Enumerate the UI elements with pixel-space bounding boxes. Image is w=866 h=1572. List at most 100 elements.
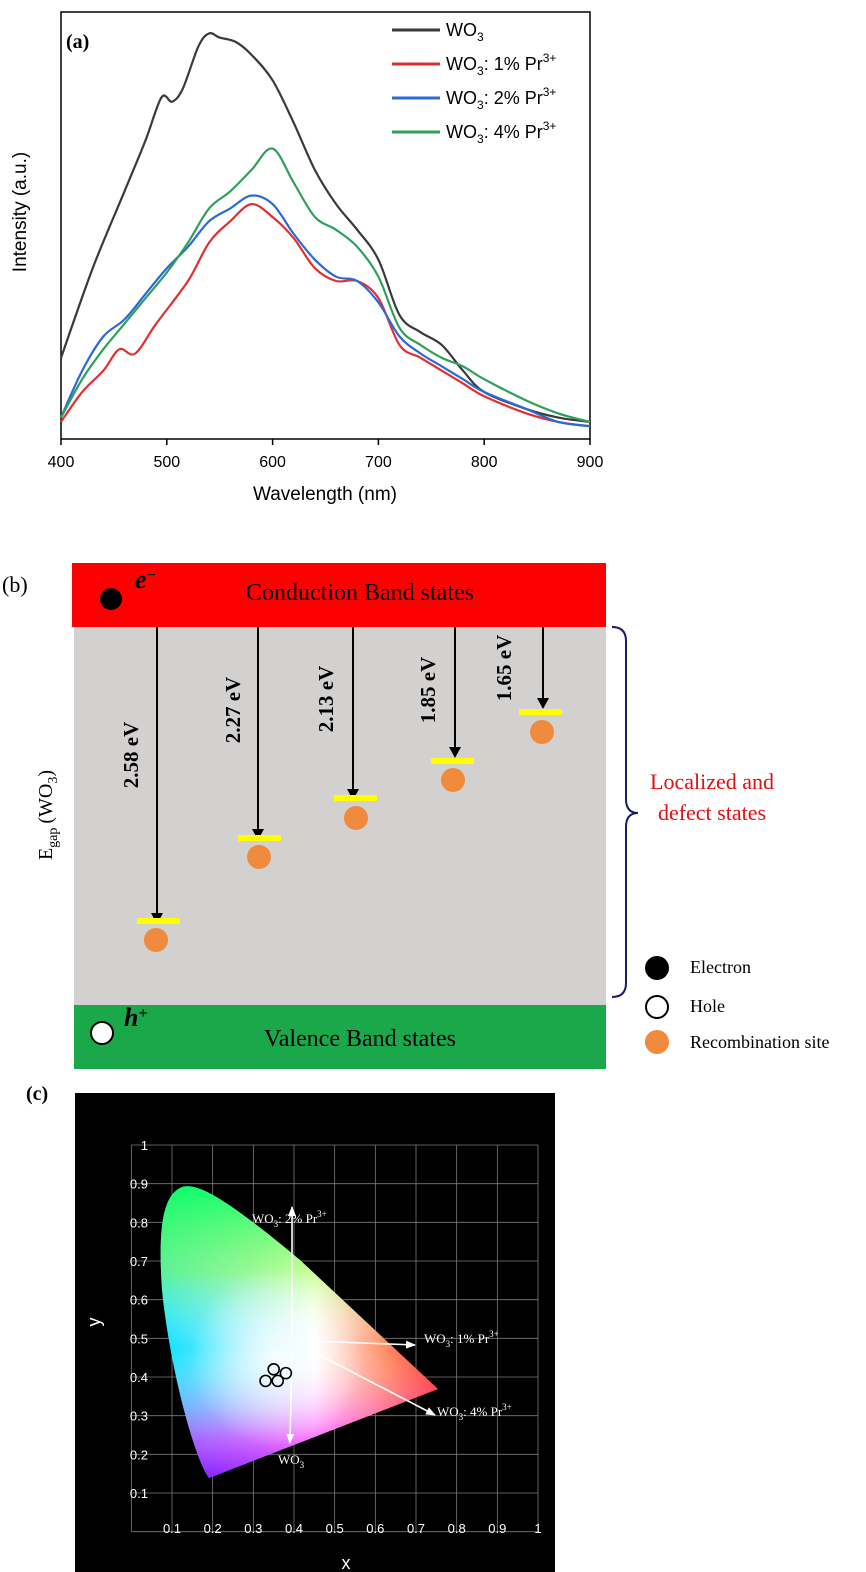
- series-line-4: [60, 147, 591, 423]
- transition-2: 2.27 eV: [221, 627, 281, 869]
- hole-dot: [90, 1021, 114, 1045]
- cie-point-3: [259, 1374, 272, 1388]
- series-line-3: [59, 194, 591, 428]
- transition-energy-3: 2.13 eV: [314, 666, 338, 733]
- annotation-4pct: WO3: 4% Pr3+: [437, 1402, 512, 1422]
- cie-x-tick-label: 0.6: [366, 1521, 384, 1536]
- arrow-1pct: [309, 1340, 416, 1349]
- transition-1: 2.58 eV: [119, 627, 180, 952]
- cie-x-tick-label: 0.2: [204, 1521, 222, 1536]
- annotation-arrows: [286, 1206, 436, 1444]
- arrow-wo3: [286, 1351, 295, 1444]
- panel-a-label: (a): [66, 31, 89, 53]
- cie-y-tick-label: 0.4: [130, 1370, 148, 1385]
- defect-level-5: [519, 709, 562, 715]
- arrow-4pct: [305, 1347, 436, 1416]
- defect-level-2: [238, 835, 281, 841]
- cie-point-4: [271, 1374, 285, 1388]
- legend-electron-marker: [645, 956, 669, 980]
- conduction-band-label: Conduction Band states: [246, 580, 474, 606]
- plot-frame: [60, 11, 591, 440]
- legend-hole-marker: [645, 995, 669, 1019]
- y-axis-label-egap: Egap(WO3): [35, 770, 61, 860]
- annotation-2pct: WO3: 2% Pr3+: [252, 1209, 327, 1229]
- x-tick-label: 700: [365, 454, 392, 471]
- x-tick-label: 900: [577, 454, 604, 471]
- legend-label-2: WO3: 1% Pr3+: [446, 51, 556, 78]
- x-tick-label: 400: [48, 454, 75, 471]
- x-tick-group: 400 500 600 700 800 900: [48, 439, 604, 471]
- legend-label-4: WO3: 4% Pr3+: [446, 119, 556, 146]
- legend-label-3: WO3: 2% Pr3+: [446, 85, 556, 112]
- bracket-label-line1: Localized and: [650, 769, 774, 794]
- electron-symbol: e−: [135, 565, 156, 594]
- cie-point-1: [267, 1362, 280, 1376]
- transition-energy-1: 2.58 eV: [119, 722, 143, 789]
- recombination-site-5: [530, 720, 554, 744]
- cie-y-tick-label: 0.9: [130, 1177, 148, 1192]
- cie-x-tick-label: 0.3: [244, 1521, 262, 1536]
- cie-y-tick-label: 0.1: [130, 1486, 148, 1501]
- cie-x-tick-label: 0.5: [326, 1521, 344, 1536]
- series-line-2: [60, 202, 591, 428]
- cie-point-group: [259, 1362, 293, 1388]
- cie-point-2: [279, 1366, 293, 1380]
- recombination-site-4: [441, 768, 465, 792]
- series-line-1: [59, 31, 591, 423]
- transition-energy-4: 1.85 eV: [416, 657, 440, 724]
- recombination-site-3: [344, 806, 368, 830]
- x-axis-label: Wavelength (nm): [253, 484, 397, 505]
- transition-energy-2: 2.27 eV: [221, 677, 245, 744]
- series-group: [59, 31, 591, 428]
- cie-y-tick-label: 0.8: [130, 1215, 148, 1230]
- cie-x-tick-label: 0.9: [488, 1521, 506, 1536]
- bracket-label-line2: defect states: [658, 800, 766, 825]
- cie-x-tick-label: 0.8: [448, 1521, 466, 1536]
- legend-electron-label: Electron: [690, 957, 751, 977]
- hole-symbol: h+: [124, 1003, 148, 1032]
- defect-states-bracket: [611, 626, 639, 998]
- defect-level-1: [137, 918, 180, 924]
- panel-b-label: (b): [2, 572, 28, 597]
- legend-recombination-label: Recombination site: [690, 1032, 829, 1052]
- cie-tick-labels: 0.1 0.2 0.3 0.4 0.5 0.6 0.7 0.8 0.9 1 0.1 0.2 0.3 0.4…: [130, 1138, 542, 1536]
- cie-y-tick-label: 0.3: [130, 1409, 148, 1424]
- recombination-site-2: [247, 845, 271, 869]
- annotation-wo3: WO3: [278, 1452, 305, 1470]
- transition-5: 1.65 eV: [492, 627, 562, 744]
- cie-x-tick-label: 0.4: [285, 1521, 303, 1536]
- cie-y-tick-label: 0.7: [130, 1254, 148, 1269]
- annotation-1pct: WO3: 1% Pr3+: [424, 1329, 499, 1349]
- x-tick-label: 500: [153, 454, 180, 471]
- panel-b-energy-diagram: (b) Conduction Band states Valence Band …: [2, 563, 829, 1069]
- cie-y-axis-label: y: [84, 1318, 104, 1327]
- cie-x-tick-label: 1: [534, 1521, 541, 1536]
- transition-energy-5: 1.65 eV: [492, 635, 516, 702]
- y-axis-label: Intensity (a.u.): [10, 152, 31, 272]
- recombination-site-1: [144, 928, 168, 952]
- legend-recombination-marker: [645, 1030, 669, 1054]
- electron-dot: [100, 588, 122, 610]
- cie-x-axis-label: x: [342, 1553, 351, 1572]
- transition-3: 2.13 eV: [314, 627, 377, 830]
- cie-y-tick-label: 1: [141, 1138, 148, 1153]
- cie-x-tick-label: 0.1: [163, 1521, 181, 1536]
- defect-level-3: [334, 795, 377, 801]
- valence-band-label: Valence Band states: [264, 1026, 456, 1052]
- x-tick-label: 600: [259, 454, 286, 471]
- panel-c-cie-diagram: (c) 0.1 0.2 0.3 0.4 0.5 0.6 0.7 0.8 0.9 10.10.20.…: [26, 1083, 555, 1572]
- legend: WO3 WO3: 1% Pr3+ WO3: 2% Pr3+ WO3: 4% Pr3+: [392, 20, 556, 146]
- defect-level-4: [431, 758, 474, 764]
- legend-label-1: WO3: [446, 20, 484, 44]
- panel-b-legend: Electron Hole Recombination site: [645, 956, 829, 1054]
- legend-hole-label: Hole: [690, 996, 725, 1016]
- panel-a-line-chart: (a) 400 500 600 700 800 900 Wavelength (nm) I…: [10, 11, 604, 505]
- x-tick-label: 800: [471, 454, 498, 471]
- cie-x-tick-label: 0.7: [407, 1521, 425, 1536]
- transition-4: 1.85 eV: [416, 627, 474, 792]
- cie-y-tick-label: 0.5: [130, 1331, 148, 1346]
- valence-band: [74, 1005, 606, 1069]
- cie-y-tick-label: 0.2: [130, 1447, 148, 1462]
- conduction-band: [72, 563, 606, 627]
- panel-c-label: (c): [26, 1083, 48, 1105]
